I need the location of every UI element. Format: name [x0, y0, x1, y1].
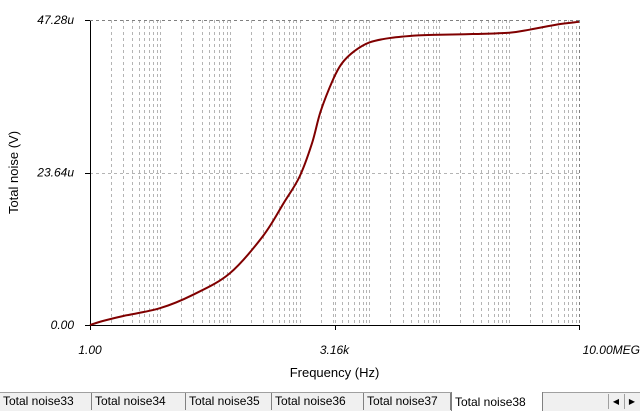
tab-total-noise33[interactable]: Total noise33 — [0, 393, 92, 410]
tab-label: Total noise38 — [455, 395, 526, 409]
axes — [85, 20, 580, 330]
tab-label: Total noise36 — [275, 394, 346, 408]
series-line-total-noise — [89, 20, 580, 326]
arrow-right-icon[interactable]: ▶ — [624, 394, 639, 409]
tick-labels: 0.00 23.64u 47.28u 1.00 3.16k 10.00MEG — [36, 13, 640, 357]
noise-chart: 0.00 23.64u 47.28u 1.00 3.16k 10.00MEG Freque… — [6, 13, 640, 380]
tab-total-noise37[interactable]: Total noise37 — [364, 393, 451, 410]
plot-area — [90, 20, 579, 325]
x-tick-label: 1.00 — [78, 343, 102, 357]
grid — [90, 20, 579, 325]
tab-label: Total noise35 — [189, 394, 260, 408]
tab-total-noise36[interactable]: Total noise36 — [272, 393, 364, 410]
x-tick-label: 3.16k — [320, 343, 350, 357]
tab-total-noise34[interactable]: Total noise34 — [92, 393, 186, 410]
x-axis-title: Frequency (Hz) — [290, 365, 380, 380]
y-tick-label: 47.28u — [37, 13, 74, 27]
arrow-left-icon[interactable]: ◀ — [608, 394, 623, 409]
tab-total-noise35[interactable]: Total noise35 — [186, 393, 272, 410]
y-tick-label: 0.00 — [51, 318, 75, 332]
tab-total-noise38[interactable]: Total noise38 — [451, 392, 543, 411]
tab-label: Total noise33 — [3, 394, 74, 408]
y-axis-title: Total noise (V) — [6, 131, 21, 214]
tab-label: Total noise34 — [95, 394, 166, 408]
x-tick-label: 10.00MEG — [583, 343, 640, 357]
y-tick-label: 23.64u — [36, 166, 74, 180]
sheet-tab-bar: Total noise33 Total noise34 Total noise3… — [0, 392, 640, 411]
tab-label: Total noise37 — [367, 394, 438, 408]
